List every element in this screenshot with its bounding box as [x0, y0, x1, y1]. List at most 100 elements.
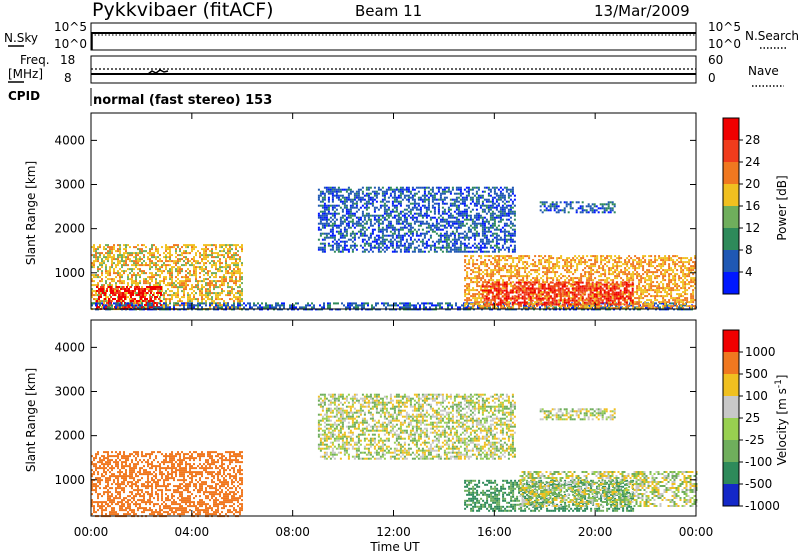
data-cell: [373, 236, 376, 239]
data-cell: [369, 232, 372, 235]
data-cell: [499, 236, 502, 239]
data-cell: [143, 264, 145, 267]
data-cell: [367, 238, 370, 241]
data-cell: [466, 299, 469, 302]
data-cell: [482, 277, 485, 280]
data-cell: [459, 306, 461, 309]
data-cell: [349, 198, 352, 201]
data-cell: [469, 188, 472, 191]
data-cell: [115, 264, 117, 267]
data-cell: [463, 242, 466, 245]
data-cell: [558, 295, 561, 298]
data-cell: [413, 212, 416, 215]
data-cell: [520, 257, 523, 260]
data-cell: [501, 246, 504, 249]
data-cell: [327, 200, 330, 203]
data-cell: [447, 246, 450, 249]
data-cell: [522, 287, 525, 290]
data-cell: [177, 278, 179, 281]
data-cell: [335, 194, 338, 197]
data-cell: [345, 240, 348, 243]
data-cell: [353, 198, 356, 201]
data-cell: [427, 238, 430, 241]
data-cell: [538, 259, 541, 262]
data-cell: [415, 192, 418, 195]
data-cell: [487, 194, 490, 197]
data-cell: [457, 210, 460, 213]
data-cell: [389, 192, 392, 195]
data-cell: [443, 232, 446, 235]
data-cell: [185, 286, 187, 289]
data-cell: [145, 250, 147, 253]
data-cell: [385, 208, 388, 211]
data-cell: [407, 198, 410, 201]
data-cell: [500, 275, 503, 278]
data-cell: [241, 298, 243, 301]
data-cell: [478, 303, 481, 306]
data-cell: [457, 204, 460, 207]
data-cell: [171, 246, 173, 249]
data-cell: [149, 262, 151, 265]
data-cell: [435, 218, 438, 221]
data-cell: [161, 246, 163, 249]
data-cell: [489, 224, 492, 227]
data-cell: [131, 280, 133, 283]
data-cell: [233, 270, 235, 273]
data-cell: [407, 222, 410, 225]
data-cell: [513, 224, 516, 227]
data-cell: [377, 208, 380, 211]
data-cell: [349, 200, 352, 203]
data-cell: [173, 286, 175, 289]
data-cell: [572, 281, 575, 284]
data-cell: [472, 297, 475, 300]
data-cell: [453, 192, 456, 195]
data-cell: [381, 242, 384, 245]
data-cell: [217, 270, 219, 273]
data-cell: [101, 272, 103, 275]
data-cell: [375, 234, 378, 237]
data-cell: [472, 303, 475, 306]
data-cell: [113, 244, 115, 247]
data-cell: [459, 186, 462, 189]
data-cell: [411, 226, 414, 229]
data-cell: [431, 190, 434, 193]
data-cell: [437, 190, 440, 193]
data-cell: [195, 280, 197, 283]
data-cell: [145, 280, 147, 283]
data-cell: [375, 246, 378, 249]
data-cell: [431, 200, 434, 203]
data-cell: [498, 259, 501, 262]
data-cell: [139, 264, 141, 267]
data-cell: [319, 210, 322, 213]
data-cell: [556, 257, 559, 260]
data-cell: [239, 298, 241, 301]
data-cell: [191, 288, 193, 291]
data-cell: [405, 216, 408, 219]
data-cell: [514, 285, 517, 288]
data-cell: [423, 242, 426, 245]
data-cell: [485, 186, 488, 189]
data-cell: [477, 202, 480, 205]
data-cell: [395, 218, 398, 221]
data-cell: [466, 277, 469, 280]
data-cell: [389, 230, 392, 233]
data-cell: [137, 258, 139, 261]
data-cell: [101, 284, 103, 287]
data-cell: [401, 236, 404, 239]
data-cell: [399, 218, 402, 221]
data-cell: [405, 212, 408, 215]
data-cell: [349, 212, 352, 215]
data-cell: [411, 216, 414, 219]
data-cell: [509, 226, 512, 229]
data-cell: [528, 275, 531, 278]
data-cell: [237, 258, 239, 261]
data-cell: [349, 304, 351, 307]
data-cell: [476, 303, 479, 306]
data-cell: [501, 200, 504, 203]
data-cell: [570, 267, 573, 270]
data-cell: [215, 280, 217, 283]
data-cell: [437, 212, 440, 215]
data-cell: [219, 306, 221, 309]
region-early-backscatter: [91, 244, 243, 311]
data-cell: [189, 272, 191, 275]
